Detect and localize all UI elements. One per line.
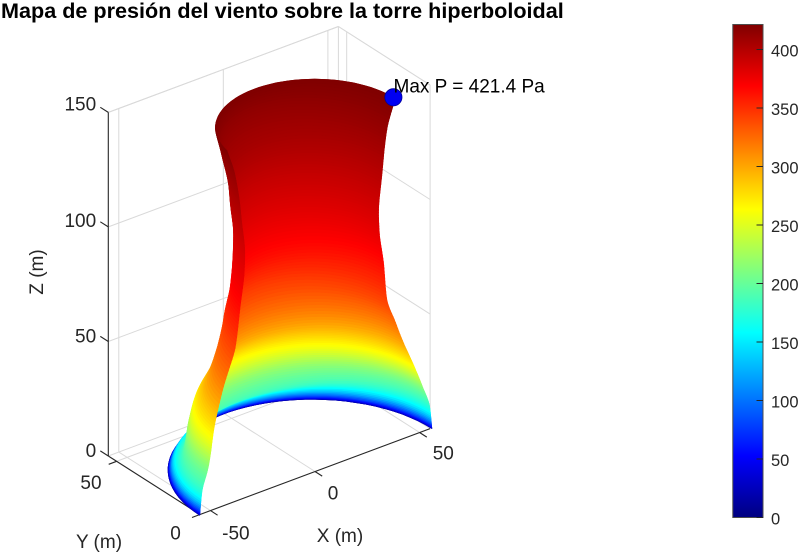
svg-text:X (m): X (m): [317, 526, 363, 547]
svg-text:0: 0: [86, 441, 97, 462]
svg-text:50: 50: [771, 452, 789, 470]
svg-text:300: 300: [771, 160, 799, 178]
svg-text:50: 50: [80, 473, 101, 494]
svg-text:Z (m): Z (m): [27, 249, 48, 294]
svg-text:150: 150: [64, 94, 96, 115]
svg-text:150: 150: [771, 335, 799, 353]
svg-text:50: 50: [75, 327, 96, 348]
svg-text:0: 0: [170, 524, 181, 545]
svg-text:50: 50: [433, 444, 454, 465]
svg-text:400: 400: [771, 43, 799, 61]
svg-text:Max P = 421.4 Pa: Max P = 421.4 Pa: [394, 77, 546, 98]
svg-text:100: 100: [771, 394, 799, 412]
svg-text:100: 100: [64, 211, 96, 232]
svg-text:250: 250: [771, 218, 799, 236]
svg-text:Y (m): Y (m): [76, 532, 122, 553]
svg-text:0: 0: [771, 511, 780, 529]
svg-text:-50: -50: [222, 523, 249, 544]
svg-text:350: 350: [771, 101, 799, 119]
svg-text:200: 200: [771, 277, 799, 295]
svg-text:0: 0: [328, 483, 339, 504]
svg-text:Mapa de presión del viento sob: Mapa de presión del viento sobre la torr…: [1, 0, 564, 23]
